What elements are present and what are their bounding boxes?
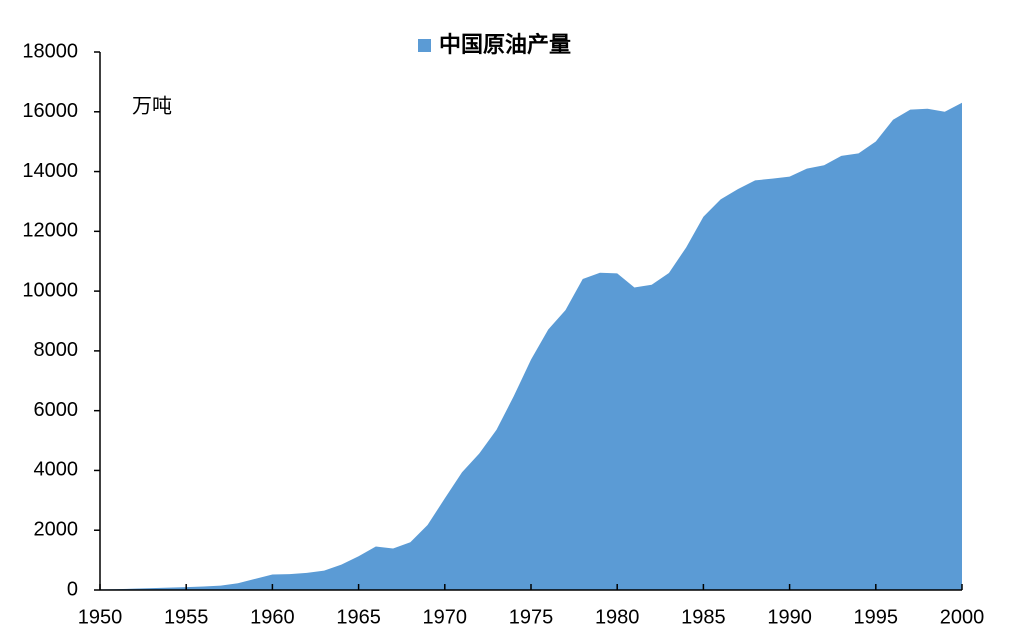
x-tick-label: 1960: [250, 606, 295, 628]
x-tick-label: 1950: [78, 606, 123, 628]
y-tick-label: 10000: [22, 279, 78, 301]
area: [100, 102, 962, 591]
y-tick-label: 8000: [34, 339, 79, 361]
x-tick-label: 1990: [767, 606, 812, 628]
x-tick-label: 2000: [940, 606, 985, 628]
x-tick-label: 1985: [681, 606, 726, 628]
x-tick-label: 1955: [164, 606, 209, 628]
x-tick-label: 1970: [423, 606, 468, 628]
x-tick-label: 1980: [595, 606, 640, 628]
x-tick-label: 1995: [854, 606, 899, 628]
legend-label: 中国原油产量: [439, 32, 571, 57]
y-tick-label: 6000: [34, 399, 79, 421]
y-tick-label: 2000: [34, 519, 79, 541]
unit-annotation: 万吨: [132, 94, 172, 117]
y-tick-label: 16000: [22, 100, 78, 122]
x-tick-label: 1975: [509, 606, 554, 628]
legend-swatch: [418, 39, 431, 52]
y-tick-label: 4000: [34, 459, 79, 481]
y-tick-label: 18000: [22, 40, 78, 62]
y-tick-label: 14000: [22, 160, 78, 182]
x-tick-label: 1965: [336, 606, 381, 628]
y-tick-label: 0: [67, 578, 78, 600]
y-tick-label: 12000: [22, 220, 78, 242]
